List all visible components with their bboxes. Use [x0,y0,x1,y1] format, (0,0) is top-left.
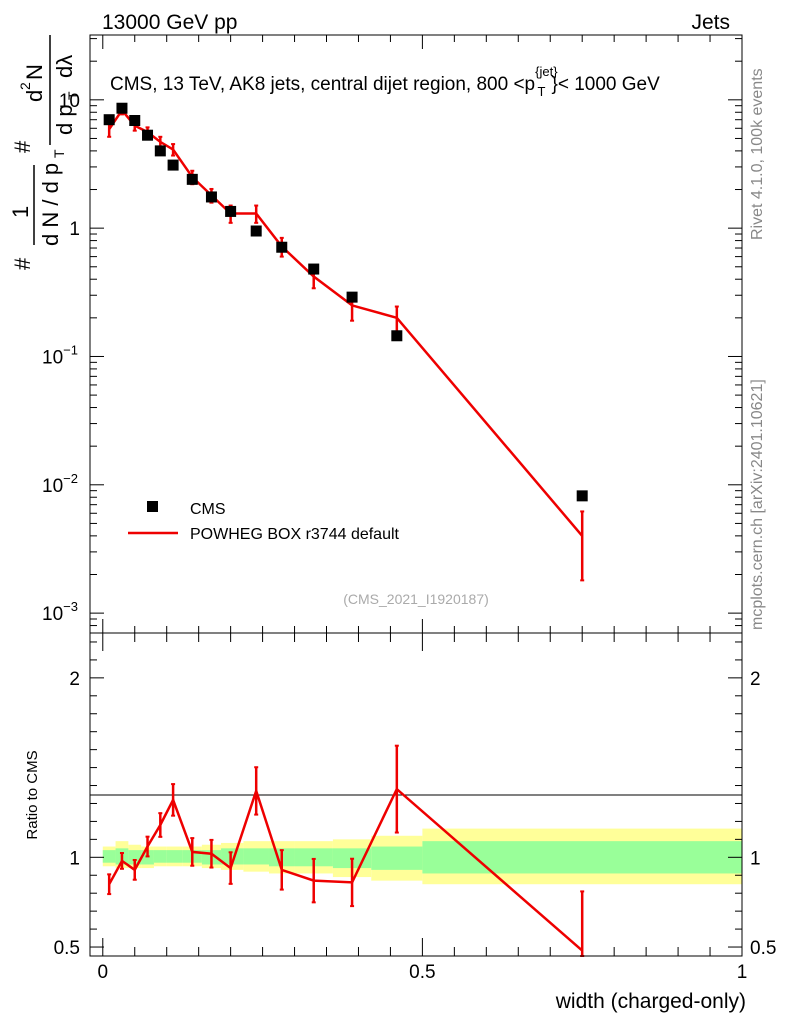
cms-data-point [276,241,288,253]
ylabel-t-sub-2: T [65,91,81,100]
main-y-tick-label: 10 [59,91,80,112]
ratio-series [107,744,585,957]
tick-base: 10 [42,476,63,497]
cms-data-point [116,102,128,114]
legend-label-cms: CMS [190,501,226,518]
cms-data-point [129,115,141,127]
tick-base: 10 [42,604,63,625]
legend-marker-cms [147,501,158,512]
ratio-y-tick-label-left: 2 [69,669,80,690]
ylabel-dlambda: dλ [52,55,77,78]
title-main: CMS, 13 TeV, AK8 jets, central dijet reg… [110,74,535,95]
ylabel-dpt: d p [52,104,77,135]
analysis-watermark: (CMS_2021_I1920187) [343,591,489,607]
main-y-tick-label: 10−3 [42,599,78,625]
x-tick-label: 1 [737,962,748,983]
x-tick-label: 0.5 [409,962,435,983]
main-y-axis-label: # 1 d N / d p T # d 2 N d p T dλ [8,35,81,270]
ylabel-squared: 2 [17,82,33,90]
cms-data-point [346,291,358,303]
ratio-axis-ticks: 0.5 0.51 12 20 0.5 1 [54,633,776,983]
main-frame [89,34,743,634]
cms-data-point [250,225,262,237]
ratio-uncertainty-bands [102,828,742,885]
tick-base: 10 [42,347,63,368]
title-subscript: T [538,84,546,99]
ylabel-hash-2: # [10,140,35,153]
main-axis-ticks: 10−310−210−1110102 [42,35,743,634]
ratio-y-tick-label-right: 2 [750,669,761,690]
cms-data-point [154,145,166,157]
tick-exponent: −1 [63,342,78,357]
main-panel: 10−310−210−1110102 CMS, 13 TeV, AK8 jets… [42,34,743,634]
cms-data-point [167,159,179,171]
title-end: }< 1000 GeV [552,74,661,95]
tick-exponent: −2 [63,471,78,486]
cms-data-point [103,114,115,126]
ratio-inner-band [153,850,167,863]
ratio-inner-band [243,848,269,865]
ratio-y-tick-label-left: 1 [69,848,80,869]
tick-exponent: −3 [63,599,78,614]
main-y-tick-label: 10−1 [42,342,78,368]
ylabel-dn-dpt: d N / d p [38,163,63,246]
ratio-y-tick-label-left: 0.5 [54,938,80,959]
cms-data-point [142,129,154,141]
ratio-frame [89,632,743,957]
x-axis-label: width (charged-only) [555,990,746,1013]
ratio-inner-band [422,841,742,874]
cms-data-point [391,330,403,342]
ratio-inner-band [128,850,142,865]
x-tick-label: 0 [97,962,108,983]
ylabel-n: N [22,64,47,80]
ratio-inner-band [166,850,183,863]
rivet-label: Rivet 4.1.0, 100k events [749,68,766,240]
header-left: 13000 GeV pp [102,11,237,34]
ratio-y-axis-label: Ratio to CMS [24,750,41,839]
main-series [103,102,588,582]
legend: CMS POWHEG BOX r3744 default [128,501,400,543]
title-superscript: {jet} [535,64,558,79]
legend-label-powheg: POWHEG BOX r3744 default [190,526,400,543]
ratio-inner-band [221,848,244,865]
cms-data-point [225,205,237,217]
ratio-panel: 0.5 0.51 12 20 0.5 1 Ratio to CMS width (char… [24,632,776,1013]
ylabel-d2: d [22,90,47,102]
cms-data-point [308,263,320,275]
main-title: CMS, 13 TeV, AK8 jets, central dijet reg… [110,64,660,99]
ratio-inner-band [371,846,423,870]
ratio-inner-band [294,848,333,867]
main-y-tick-label: 10−2 [42,471,78,497]
mcplots-label: mcplots.cern.ch [arXiv:2401.10621] [749,379,766,630]
main-y-tick-label: 1 [69,219,80,240]
ylabel-t-sub-1: T [51,149,67,158]
cms-data-point [576,490,588,502]
powheg-line [108,108,584,537]
cms-data-point [186,173,198,185]
cms-data-point [205,191,217,203]
ylabel-hash-1: # [10,257,35,270]
header-right: Jets [691,11,730,34]
ratio-inner-band [102,850,116,863]
ratio-y-tick-label-right: 0.5 [750,938,776,959]
ratio-y-tick-label-right: 1 [750,848,761,869]
ylabel-one: 1 [8,206,33,218]
